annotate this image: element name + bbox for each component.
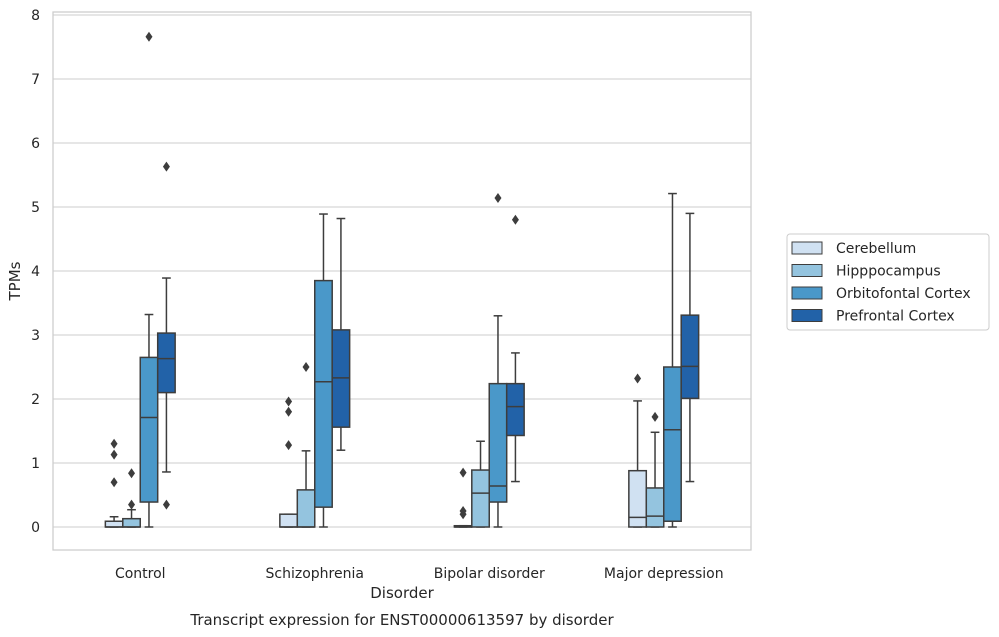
x-axis-label: Disorder <box>370 584 434 602</box>
outlier-point <box>128 468 136 479</box>
y-tick-label: 4 <box>31 264 40 280</box>
box-iqr <box>628 469 648 528</box>
y-tick-label: 6 <box>31 136 40 152</box>
box-cerebellum <box>453 467 473 528</box>
outlier-point <box>285 406 293 417</box>
plot-frame <box>52 11 752 551</box>
box-iqr <box>104 520 124 528</box>
box-prefrontal-cortex <box>680 212 700 483</box>
box-prefrontal-cortex <box>156 161 176 510</box>
legend-swatch <box>791 286 823 300</box>
box-cerebellum <box>104 438 124 528</box>
outlier-point <box>634 373 642 384</box>
box-iqr <box>663 366 682 522</box>
legend-item: Orbitofontal Cortex <box>791 286 971 302</box>
box-orbitofontal-cortex <box>488 193 508 528</box>
outlier-point <box>285 440 293 451</box>
outlier-point <box>145 31 153 42</box>
outlier-point <box>511 214 519 225</box>
outlier-point <box>459 506 467 516</box>
box-prefrontal-cortex <box>505 214 525 483</box>
legend-swatch <box>791 241 823 255</box>
outlier-point <box>110 477 118 488</box>
outlier-point <box>302 362 310 372</box>
box-iqr <box>139 356 159 503</box>
outlier-point <box>162 161 170 172</box>
box-cerebellum <box>628 373 648 528</box>
legend-label: Prefrontal Cortex <box>836 309 955 325</box>
x-tick-label: Schizophrenia <box>266 566 364 582</box>
box-cerebellum <box>279 396 299 528</box>
y-tick-label: 7 <box>31 72 40 88</box>
x-tick-label: Major depression <box>604 566 724 582</box>
boxes <box>104 31 700 528</box>
box-iqr <box>122 517 142 528</box>
box-iqr <box>156 332 176 394</box>
y-axis-label: TPMs <box>6 261 24 301</box>
legend-item: Hipppocampus <box>791 264 941 280</box>
legend-label: Orbitofontal Cortex <box>836 286 971 302</box>
x-axis-ticks: Control Schizophrenia Bipolar disorder Majo… <box>115 566 724 582</box>
legend-label: Hipppocampus <box>836 264 941 280</box>
y-tick-label: 5 <box>31 200 40 216</box>
legend-swatch <box>791 264 823 277</box>
outlier-point <box>162 499 170 510</box>
legend-item: Cerebellum <box>791 241 916 257</box>
box-hipppocampus <box>122 468 142 528</box>
box-iqr <box>279 513 299 528</box>
box-prefrontal-cortex <box>331 217 351 451</box>
y-axis-ticks: 0 1 2 3 4 5 6 7 8 <box>31 8 40 536</box>
outlier-point <box>651 411 659 422</box>
outlier-point <box>459 467 467 478</box>
outlier-point <box>110 449 118 460</box>
outlier-point <box>128 499 136 510</box>
box-orbitofontal-cortex <box>139 31 159 528</box>
x-tick-label: Bipolar disorder <box>434 566 545 582</box>
box-iqr <box>505 382 525 437</box>
y-tick-label: 1 <box>31 456 40 472</box>
box-hipppocampus <box>645 411 665 528</box>
box-iqr <box>645 487 665 528</box>
legend-swatch <box>791 309 823 322</box>
y-tick-label: 3 <box>31 328 40 344</box>
box-orbitofontal-cortex <box>663 192 682 528</box>
legend-label: Cerebellum <box>836 241 916 257</box>
box-hipppocampus <box>471 440 490 528</box>
outlier-point <box>285 396 293 407</box>
legend: Cerebellum Hipppocampus Orbitofontal Corte… <box>786 233 990 331</box>
chart-caption: Transcript expression for ENST0000061359… <box>189 611 614 629</box>
box-iqr <box>680 314 700 400</box>
legend-frame <box>786 233 990 331</box>
box-iqr <box>296 489 316 528</box>
outlier-point <box>110 438 118 449</box>
x-tick-label: Control <box>115 566 166 582</box>
box-orbitofontal-cortex <box>314 213 333 528</box>
legend-items: Cerebellum Hipppocampus Orbitofontal Corte… <box>791 241 971 325</box>
box-iqr <box>488 382 508 503</box>
box-iqr <box>471 469 490 528</box>
y-tick-label: 0 <box>31 520 40 536</box>
outlier-point <box>494 193 502 204</box>
y-tick-label: 8 <box>31 8 40 24</box>
box-hipppocampus <box>296 362 316 528</box>
y-tick-label: 2 <box>31 392 40 408</box>
box-iqr <box>314 279 333 508</box>
legend-item: Prefrontal Cortex <box>791 309 955 325</box>
